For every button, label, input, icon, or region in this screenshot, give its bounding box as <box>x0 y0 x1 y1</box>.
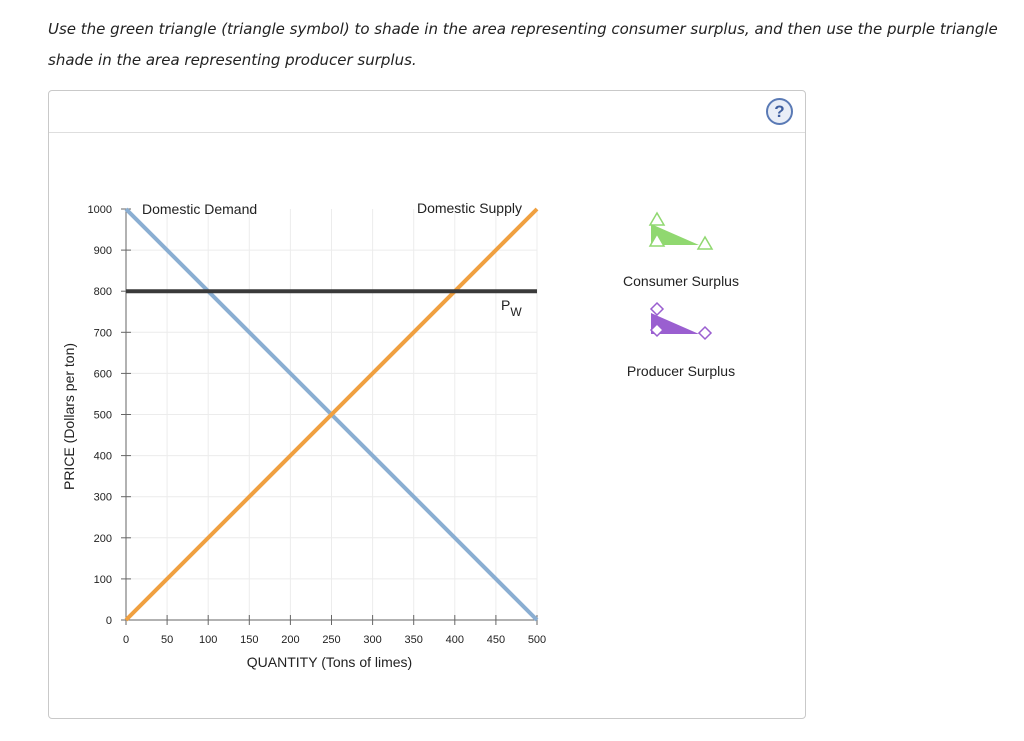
x-tick-label: 150 <box>240 634 258 646</box>
producer-surplus-tool[interactable]: Producer Surplus <box>627 301 735 379</box>
y-tick-label: 800 <box>94 286 112 298</box>
instructions-line-2: shade in the area representing producer … <box>48 51 417 69</box>
y-tick-label: 200 <box>94 533 112 545</box>
world-price-label-sub: W <box>510 305 522 319</box>
domestic-supply-label: Domestic Supply <box>417 200 522 216</box>
instructions-line-1: Use the green triangle (triangle symbol)… <box>48 20 998 38</box>
labels: Domestic Demand Domestic Supply PW <box>142 200 522 319</box>
consumer-surplus-tool[interactable]: Consumer Surplus <box>623 211 739 289</box>
y-tick-label: 700 <box>94 327 112 339</box>
domestic-supply-curve[interactable] <box>124 207 539 622</box>
axes: 0 100 200 300 400 500 600 700 800 900 1000 0 50 100 15… <box>61 204 546 670</box>
y-tick-label: 500 <box>94 410 112 422</box>
y-tick-label: 0 <box>106 615 112 627</box>
y-tick-label: 600 <box>94 368 112 380</box>
x-tick-label: 250 <box>322 634 340 646</box>
vertex-handle[interactable] <box>697 325 713 341</box>
producer-surplus-label: Producer Surplus <box>627 363 735 379</box>
x-tick-label: 0 <box>123 634 129 646</box>
vertex-handle[interactable] <box>648 232 666 247</box>
vertex-handle[interactable] <box>696 235 714 250</box>
consumer-surplus-label: Consumer Surplus <box>623 273 739 289</box>
y-axis-label: PRICE (Dollars per ton) <box>61 343 77 490</box>
x-tick-label: 400 <box>446 634 464 646</box>
producer-surplus-icon[interactable] <box>651 313 699 334</box>
x-tick-label: 200 <box>281 634 299 646</box>
curves <box>124 207 539 622</box>
world-price-label-main: P <box>501 297 510 313</box>
x-tick-label: 450 <box>487 634 505 646</box>
x-tick-label: 100 <box>199 634 217 646</box>
y-tick-label: 900 <box>94 245 112 257</box>
panel-header: ? <box>49 91 805 133</box>
vertex-handle[interactable] <box>649 301 665 317</box>
world-price-label: PW <box>501 297 522 319</box>
domestic-demand-label: Domestic Demand <box>142 201 257 217</box>
y-tick-label: 400 <box>94 451 112 463</box>
consumer-surplus-icon[interactable] <box>651 224 699 245</box>
x-tick-label: 350 <box>405 634 423 646</box>
x-axis-label: QUANTITY (Tons of limes) <box>247 654 412 670</box>
x-tick-label: 500 <box>528 634 546 646</box>
x-tick-label: 50 <box>161 634 173 646</box>
x-tick-label: 300 <box>363 634 381 646</box>
help-icon[interactable]: ? <box>766 98 793 125</box>
y-tick-label: 100 <box>94 574 112 586</box>
instructions: Use the green triangle (triangle symbol)… <box>48 14 1024 76</box>
y-tick-label: 1000 <box>88 204 112 216</box>
y-tick-label: 300 <box>94 492 112 504</box>
vertex-handle[interactable] <box>648 211 666 226</box>
surplus-tools[interactable]: Consumer Surplus Producer Surplus <box>623 211 739 379</box>
graph-panel: ? <box>48 90 806 719</box>
vertex-handle[interactable] <box>649 322 665 338</box>
